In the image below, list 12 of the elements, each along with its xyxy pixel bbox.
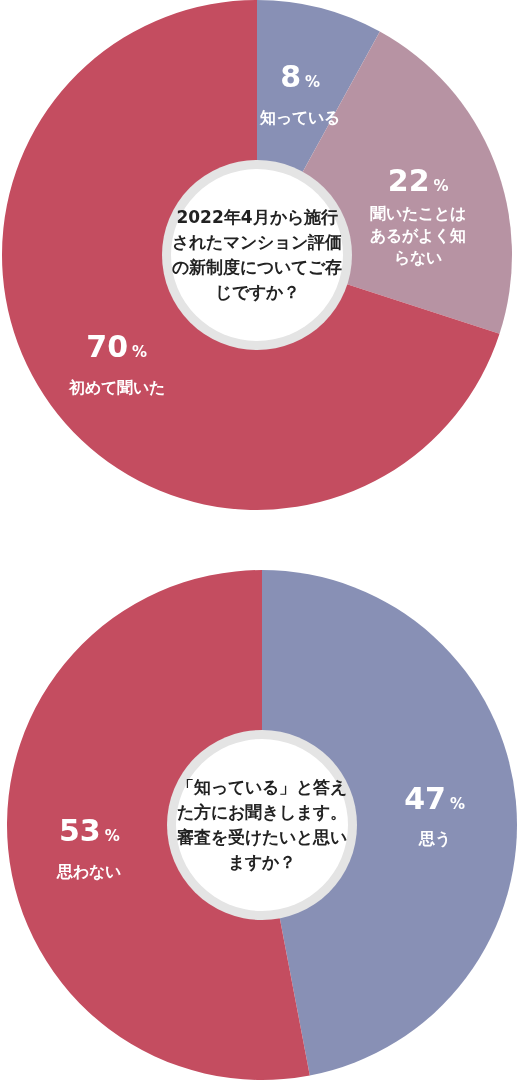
slice-label: 聞いたことはあるがよく知らない bbox=[370, 203, 467, 267]
slice-label: 知っている bbox=[259, 107, 341, 127]
data-label: 47% bbox=[404, 780, 466, 816]
data-label: 8% bbox=[280, 59, 321, 95]
slice-label: 初めて聞いた bbox=[67, 377, 165, 397]
data-label: 70% bbox=[86, 328, 148, 364]
data-label: 53% bbox=[58, 813, 120, 849]
data-label: 22% bbox=[387, 163, 449, 199]
text: 2022年4月から施行されたマンション評価の新制度についてご存じですか？ bbox=[172, 207, 342, 303]
text: 「知っている」と答えた方にお聞きします。審査を受けたいと思いますか？ bbox=[176, 777, 347, 873]
slice-label: 思わない bbox=[56, 861, 122, 881]
slice-label: 思う bbox=[417, 829, 451, 849]
